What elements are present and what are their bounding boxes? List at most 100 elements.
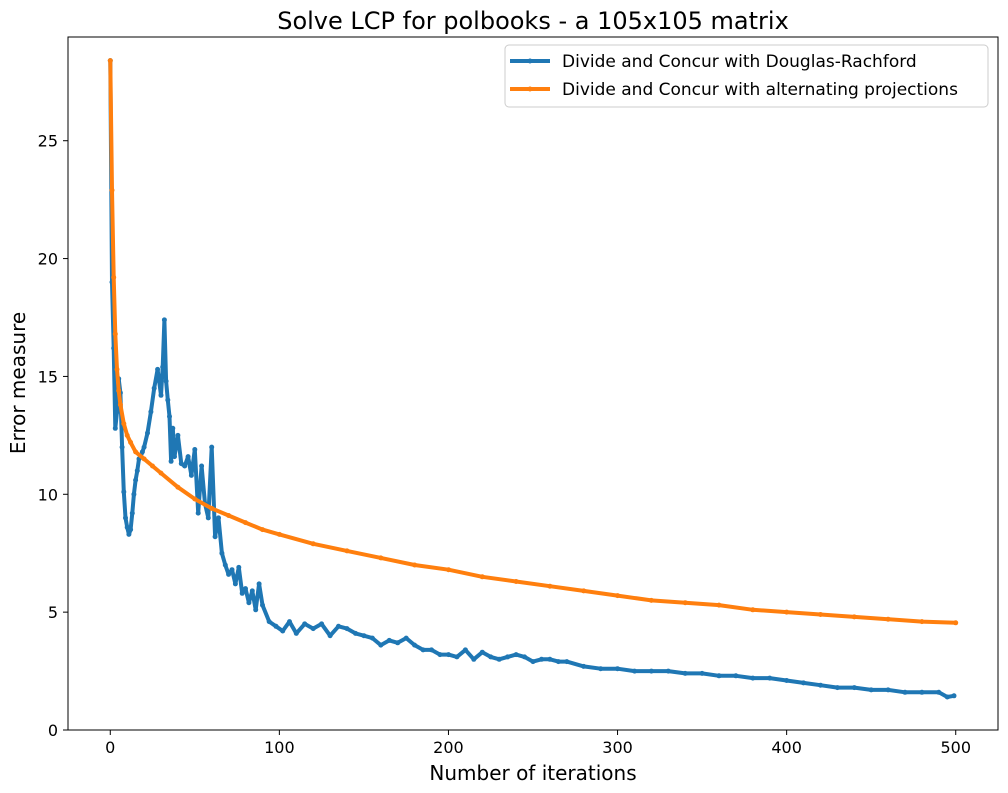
data-point xyxy=(733,673,739,679)
data-point xyxy=(212,534,218,540)
data-point xyxy=(287,619,292,625)
data-point xyxy=(513,579,519,584)
data-point xyxy=(276,531,282,537)
data-point xyxy=(150,463,155,469)
data-point xyxy=(336,623,341,629)
data-point xyxy=(172,454,177,460)
data-point xyxy=(112,425,118,431)
data-point xyxy=(170,425,176,431)
data-point xyxy=(112,331,118,337)
data-point xyxy=(158,470,164,476)
data-point xyxy=(547,656,553,662)
data-point xyxy=(403,635,409,641)
data-point xyxy=(496,656,502,662)
x-axis-title: Number of iterations xyxy=(429,761,636,785)
data-point xyxy=(446,567,451,573)
data-point xyxy=(148,409,154,415)
data-point xyxy=(232,581,238,587)
data-point xyxy=(161,317,167,323)
data-point xyxy=(123,515,128,521)
data-point xyxy=(246,600,252,606)
data-point xyxy=(121,489,127,495)
data-point xyxy=(256,581,262,587)
data-point xyxy=(446,652,451,658)
plot-frame xyxy=(67,36,999,731)
data-point xyxy=(479,574,485,580)
legend-label-alternating-projections: Divide and Concur with alternating proje… xyxy=(562,80,958,100)
data-point xyxy=(126,531,132,537)
data-point xyxy=(239,590,245,596)
data-point xyxy=(327,633,333,639)
data-point xyxy=(353,630,358,636)
data-point xyxy=(129,510,135,516)
data-point xyxy=(302,621,308,627)
y-tick-label: 10 xyxy=(38,485,58,504)
data-point xyxy=(581,663,587,669)
data-point xyxy=(195,510,201,516)
data-point xyxy=(851,614,857,620)
data-point xyxy=(219,550,225,556)
data-point xyxy=(818,682,823,688)
data-point xyxy=(253,607,259,613)
data-point xyxy=(117,402,123,408)
data-point xyxy=(615,666,620,672)
data-point xyxy=(513,652,519,658)
chart-title: Solve LCP for polbooks - a 105x105 matri… xyxy=(277,7,789,35)
data-point xyxy=(522,654,527,660)
data-point xyxy=(437,652,443,658)
y-tick-label: 15 xyxy=(38,367,58,386)
data-point xyxy=(953,620,959,626)
data-point xyxy=(192,447,198,452)
data-point xyxy=(226,571,232,577)
data-point xyxy=(412,562,418,568)
data-point xyxy=(682,600,688,606)
data-point xyxy=(319,621,325,627)
series-line-1 xyxy=(108,58,958,625)
data-point xyxy=(151,385,157,391)
legend-label-douglas-rachford: Divide and Concur with Douglas-Rachford xyxy=(562,52,917,72)
x-tick-label: 200 xyxy=(433,738,464,757)
data-point xyxy=(188,472,194,478)
data-point xyxy=(199,463,205,469)
data-point xyxy=(260,602,265,608)
data-point xyxy=(209,505,215,511)
data-point xyxy=(124,432,130,438)
data-point xyxy=(378,642,384,648)
data-point xyxy=(121,421,127,427)
data-point xyxy=(784,678,790,683)
y-tick-label: 5 xyxy=(48,603,58,622)
data-point xyxy=(919,619,925,625)
data-point xyxy=(834,685,840,691)
data-point xyxy=(429,647,434,653)
data-point xyxy=(128,527,134,533)
data-point xyxy=(134,468,140,474)
data-point xyxy=(222,562,228,568)
data-point xyxy=(412,642,418,648)
data-point xyxy=(902,689,908,695)
data-point xyxy=(767,675,773,681)
data-point xyxy=(185,454,191,460)
data-point xyxy=(280,628,286,634)
data-point xyxy=(216,515,221,521)
data-point xyxy=(598,666,604,672)
data-point xyxy=(648,668,654,674)
data-point xyxy=(420,647,426,653)
data-point xyxy=(128,439,134,445)
data-point xyxy=(547,583,553,589)
data-point xyxy=(851,685,857,691)
data-point xyxy=(801,680,806,686)
data-point xyxy=(868,687,874,693)
data-point xyxy=(163,378,169,384)
legend-marker-douglas-rachford xyxy=(527,58,533,64)
data-point xyxy=(885,616,891,622)
data-point xyxy=(133,477,139,483)
data-point xyxy=(555,659,561,665)
data-point xyxy=(581,588,587,594)
data-point xyxy=(229,567,235,573)
data-point xyxy=(266,619,272,625)
data-point xyxy=(378,555,384,561)
data-point xyxy=(293,630,299,636)
data-point xyxy=(145,430,150,436)
data-point xyxy=(111,274,117,280)
